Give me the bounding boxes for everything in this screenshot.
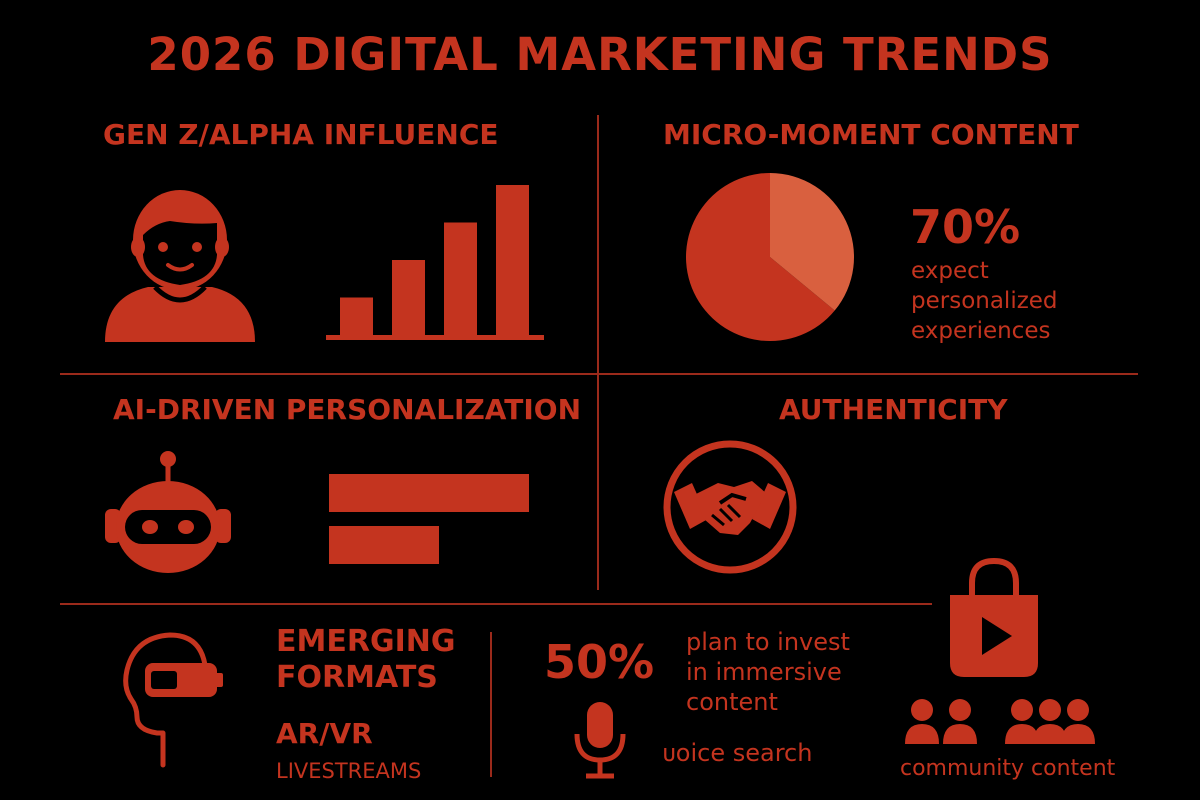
- horizontal-bars: [329, 474, 529, 564]
- bar-chart-bars: [340, 185, 529, 335]
- bar-chart-bar: [392, 260, 425, 335]
- micro-moment-stat-value: 70%: [910, 200, 1021, 254]
- immersive-stat-line-1: plan to invest: [686, 628, 850, 656]
- person-figure-icon: [943, 699, 977, 744]
- person-figure-icon: [1005, 699, 1039, 744]
- bar-chart-icon: [326, 185, 544, 340]
- shopping-bag-play-icon: [950, 557, 1038, 677]
- gen-z-heading: GEN Z/ALPHA INFLUENCE: [103, 118, 499, 151]
- authenticity-heading: AUTHENTICITY: [779, 393, 1008, 426]
- person-figure-icon: [1061, 699, 1095, 744]
- bar-chart-bar: [496, 185, 529, 335]
- pie-slice-main: [686, 173, 835, 341]
- micro-moment-heading: MICRO-MOMENT CONTENT: [663, 118, 1079, 151]
- microphone-icon: [574, 702, 626, 779]
- micro-moment-stat-line-2: personalized: [911, 288, 1058, 314]
- divider-vertical-top: [597, 115, 599, 590]
- emerging-heading-line-2: FORMATS: [276, 660, 438, 695]
- community-label: community content: [900, 756, 1116, 781]
- immersive-stat-value: 50%: [544, 635, 655, 689]
- divider-horizontal-bottom: [60, 603, 932, 605]
- immersive-stat-line-3: content: [686, 688, 778, 716]
- divider-vertical-bottom: [490, 632, 492, 777]
- horizontal-bar: [329, 474, 529, 512]
- bar-chart-baseline: [326, 335, 544, 340]
- vr-headset-icon: [123, 632, 223, 768]
- page-title: 2026 DIGITAL MARKETING TRENDS: [147, 28, 1053, 81]
- pie-chart-icon: [686, 173, 854, 341]
- bar-chart-bar: [340, 297, 373, 335]
- horizontal-bars-icon: [329, 474, 529, 564]
- immersive-stat-line-2: in immersive: [686, 658, 842, 686]
- pie-slice-highlight: [770, 173, 854, 311]
- ai-heading: AI-DRIVEN PERSONALIZATION: [113, 393, 582, 426]
- micro-moment-stat-line-1: expect: [911, 258, 989, 284]
- divider-horizontal-middle: [60, 373, 1138, 375]
- robot-icon: [105, 451, 231, 573]
- voice-search-label: ᴜoice search: [662, 739, 813, 767]
- person-figure-icon: [905, 699, 939, 744]
- emerging-heading-line-1: EMERGING: [276, 624, 456, 659]
- bar-chart-bar: [444, 222, 477, 335]
- emerging-item-livestreams: LIVESTREAMS: [276, 759, 422, 783]
- handshake-icon: [663, 440, 797, 574]
- horizontal-bar: [329, 526, 439, 564]
- people-group-icon: [905, 699, 1095, 744]
- person-figure-icon: [1033, 699, 1067, 744]
- person-icon: [105, 190, 255, 342]
- micro-moment-stat-line-3: experiences: [911, 318, 1051, 344]
- emerging-item-ar-vr: AR/VR: [276, 717, 373, 750]
